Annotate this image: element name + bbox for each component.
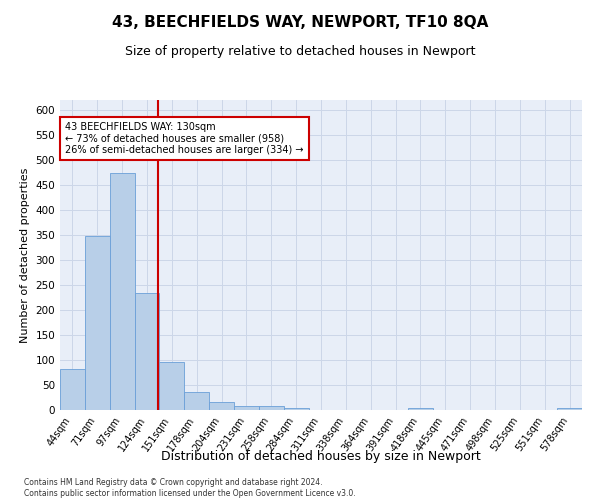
Text: 43, BEECHFIELDS WAY, NEWPORT, TF10 8QA: 43, BEECHFIELDS WAY, NEWPORT, TF10 8QA (112, 15, 488, 30)
Bar (60, 369, 85, 410)
Bar (234, 406, 259, 410)
Text: Contains HM Land Registry data © Crown copyright and database right 2024.
Contai: Contains HM Land Registry data © Crown c… (24, 478, 356, 498)
Bar (284, 408, 308, 410)
Bar (85, 236, 110, 410)
Text: 43 BEECHFIELDS WAY: 130sqm
← 73% of detached houses are smaller (958)
26% of sem: 43 BEECHFIELDS WAY: 130sqm ← 73% of deta… (65, 122, 304, 155)
Bar (557, 408, 582, 410)
Y-axis label: Number of detached properties: Number of detached properties (20, 168, 30, 342)
Bar (134, 292, 160, 410)
Bar (259, 406, 284, 410)
Bar (408, 408, 433, 410)
Bar (184, 392, 209, 410)
Text: Distribution of detached houses by size in Newport: Distribution of detached houses by size … (161, 450, 481, 463)
Bar (160, 362, 184, 410)
Bar (110, 173, 134, 410)
Text: Size of property relative to detached houses in Newport: Size of property relative to detached ho… (125, 45, 475, 58)
Bar (209, 402, 234, 410)
